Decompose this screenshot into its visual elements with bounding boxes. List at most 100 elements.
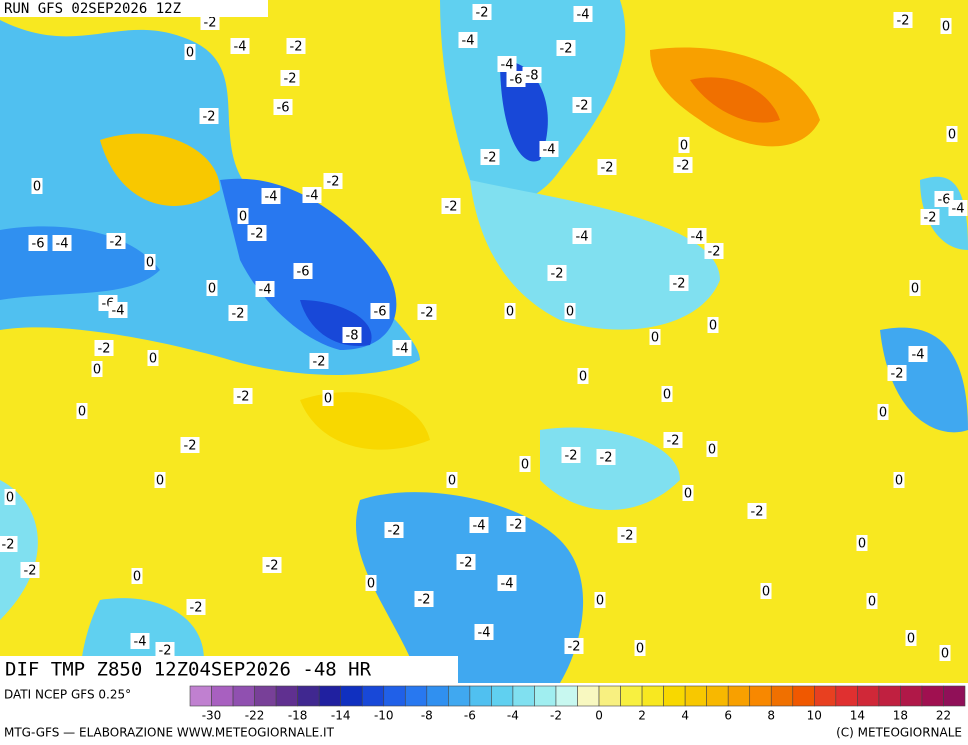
contour-label: -8 — [346, 329, 359, 344]
contour-label: 0 — [239, 210, 247, 225]
contour-label: 0 — [448, 474, 456, 489]
contour-label-box — [940, 18, 952, 34]
data-source: DATI NCEP GFS 0.25° — [4, 688, 131, 702]
colorbar-swatch — [770, 685, 794, 707]
contour-label-box — [370, 303, 390, 319]
contour-label-box — [106, 233, 126, 249]
contour-label-box — [617, 527, 637, 543]
contour-label: -2 — [388, 524, 401, 539]
contour-label-box — [577, 368, 589, 384]
contour-label-box — [28, 235, 48, 251]
contour-label-box — [556, 40, 576, 56]
contour-label: 0 — [858, 537, 866, 552]
contour-label: -6 — [510, 73, 523, 88]
contour-label: -6 — [277, 101, 290, 116]
colorbar-swatch — [232, 685, 255, 707]
contour-label: -4 — [234, 40, 247, 55]
colorbar-swatch — [340, 685, 363, 707]
contour-label-box — [155, 642, 175, 658]
contour-label: 0 — [78, 405, 86, 420]
contour-label-box — [707, 317, 719, 333]
contour-label-box — [594, 592, 606, 608]
contour-label: -2 — [110, 235, 123, 250]
colorbar-swatch — [426, 685, 449, 707]
contour-label-box — [342, 327, 362, 343]
contour-label: -2 — [476, 6, 489, 21]
contour-label-box — [905, 630, 917, 646]
contour-label: -2 — [897, 14, 910, 29]
contour-label: -2 — [159, 644, 172, 659]
contour-label-box — [131, 568, 143, 584]
run-label: RUN GFS 02SEP2026 12Z — [4, 1, 181, 17]
contour-label-box — [522, 67, 542, 83]
contour-label-box — [547, 265, 567, 281]
contour-label: -2 — [266, 559, 279, 574]
contour-label: 0 — [149, 352, 157, 367]
colorbar-swatch — [749, 685, 772, 707]
contour-label: -2 — [418, 593, 431, 608]
contour-label: -4 — [259, 283, 272, 298]
contour-label: 0 — [33, 180, 41, 195]
contour-label: -2 — [708, 245, 721, 260]
contour-label-box — [572, 97, 592, 113]
contour-label: -4 — [134, 635, 147, 650]
contour-label-box — [446, 472, 458, 488]
contour-label: -4 — [501, 577, 514, 592]
contour-label: -2 — [24, 564, 37, 579]
contour-label-box — [497, 575, 517, 591]
contour-label-box — [91, 361, 103, 377]
colorbar-swatch — [943, 685, 966, 707]
contour-label: 0 — [324, 392, 332, 407]
contour-label-box — [661, 386, 673, 402]
contour-label: 0 — [146, 256, 154, 271]
contour-label: -2 — [667, 434, 680, 449]
contour-label: -2 — [460, 556, 473, 571]
contour-label-box — [52, 235, 72, 251]
contour-label: -2 — [924, 211, 937, 226]
colorbar-swatch — [361, 685, 385, 707]
contour-label-box — [293, 263, 313, 279]
contour-label: -6 — [297, 265, 310, 280]
colorbar-label: 0 — [595, 709, 603, 723]
contour-label-box — [504, 303, 516, 319]
contour-label-box — [474, 624, 494, 640]
contour-label: -2 — [204, 16, 217, 31]
contour-label-box — [261, 188, 281, 204]
contour-label: -4 — [112, 304, 125, 319]
contour-label: 0 — [208, 282, 216, 297]
contour-label-box — [866, 593, 878, 609]
contour-label: 0 — [636, 642, 644, 657]
contour-label-box — [147, 350, 159, 366]
contour-label: -6 — [938, 193, 951, 208]
contour-label-box — [31, 178, 43, 194]
contour-label-box — [180, 437, 200, 453]
contour-label-box — [687, 228, 707, 244]
contour-label: -2 — [190, 601, 203, 616]
colorbar-swatch — [921, 685, 944, 707]
colorbar-swatch — [900, 685, 923, 707]
contour-label-box — [392, 340, 412, 356]
colorbar-swatch — [189, 685, 212, 707]
colorbar-swatch — [577, 685, 600, 707]
contour-label-box — [663, 432, 683, 448]
contour-label-box — [130, 633, 150, 649]
contour-label-box — [228, 305, 248, 321]
header-box — [0, 0, 268, 17]
colorbar-swatch — [684, 685, 707, 707]
contour-label: 0 — [133, 570, 141, 585]
contour-label-box — [920, 209, 940, 225]
contour-label: -2 — [284, 72, 297, 87]
contour-label: 0 — [708, 443, 716, 458]
contour-label: -2 — [621, 529, 634, 544]
contour-label: -4 — [306, 189, 319, 204]
contour-label: -2 — [677, 159, 690, 174]
contour-label: -4 — [462, 34, 475, 49]
colorbar-swatch — [383, 685, 406, 707]
contour-label-box — [4, 489, 16, 505]
contour-label: 0 — [948, 128, 956, 143]
contour-label-box — [108, 302, 128, 318]
colorbar-swatch — [641, 685, 664, 707]
contour-label: 0 — [907, 632, 915, 647]
contour-label-box — [186, 599, 206, 615]
